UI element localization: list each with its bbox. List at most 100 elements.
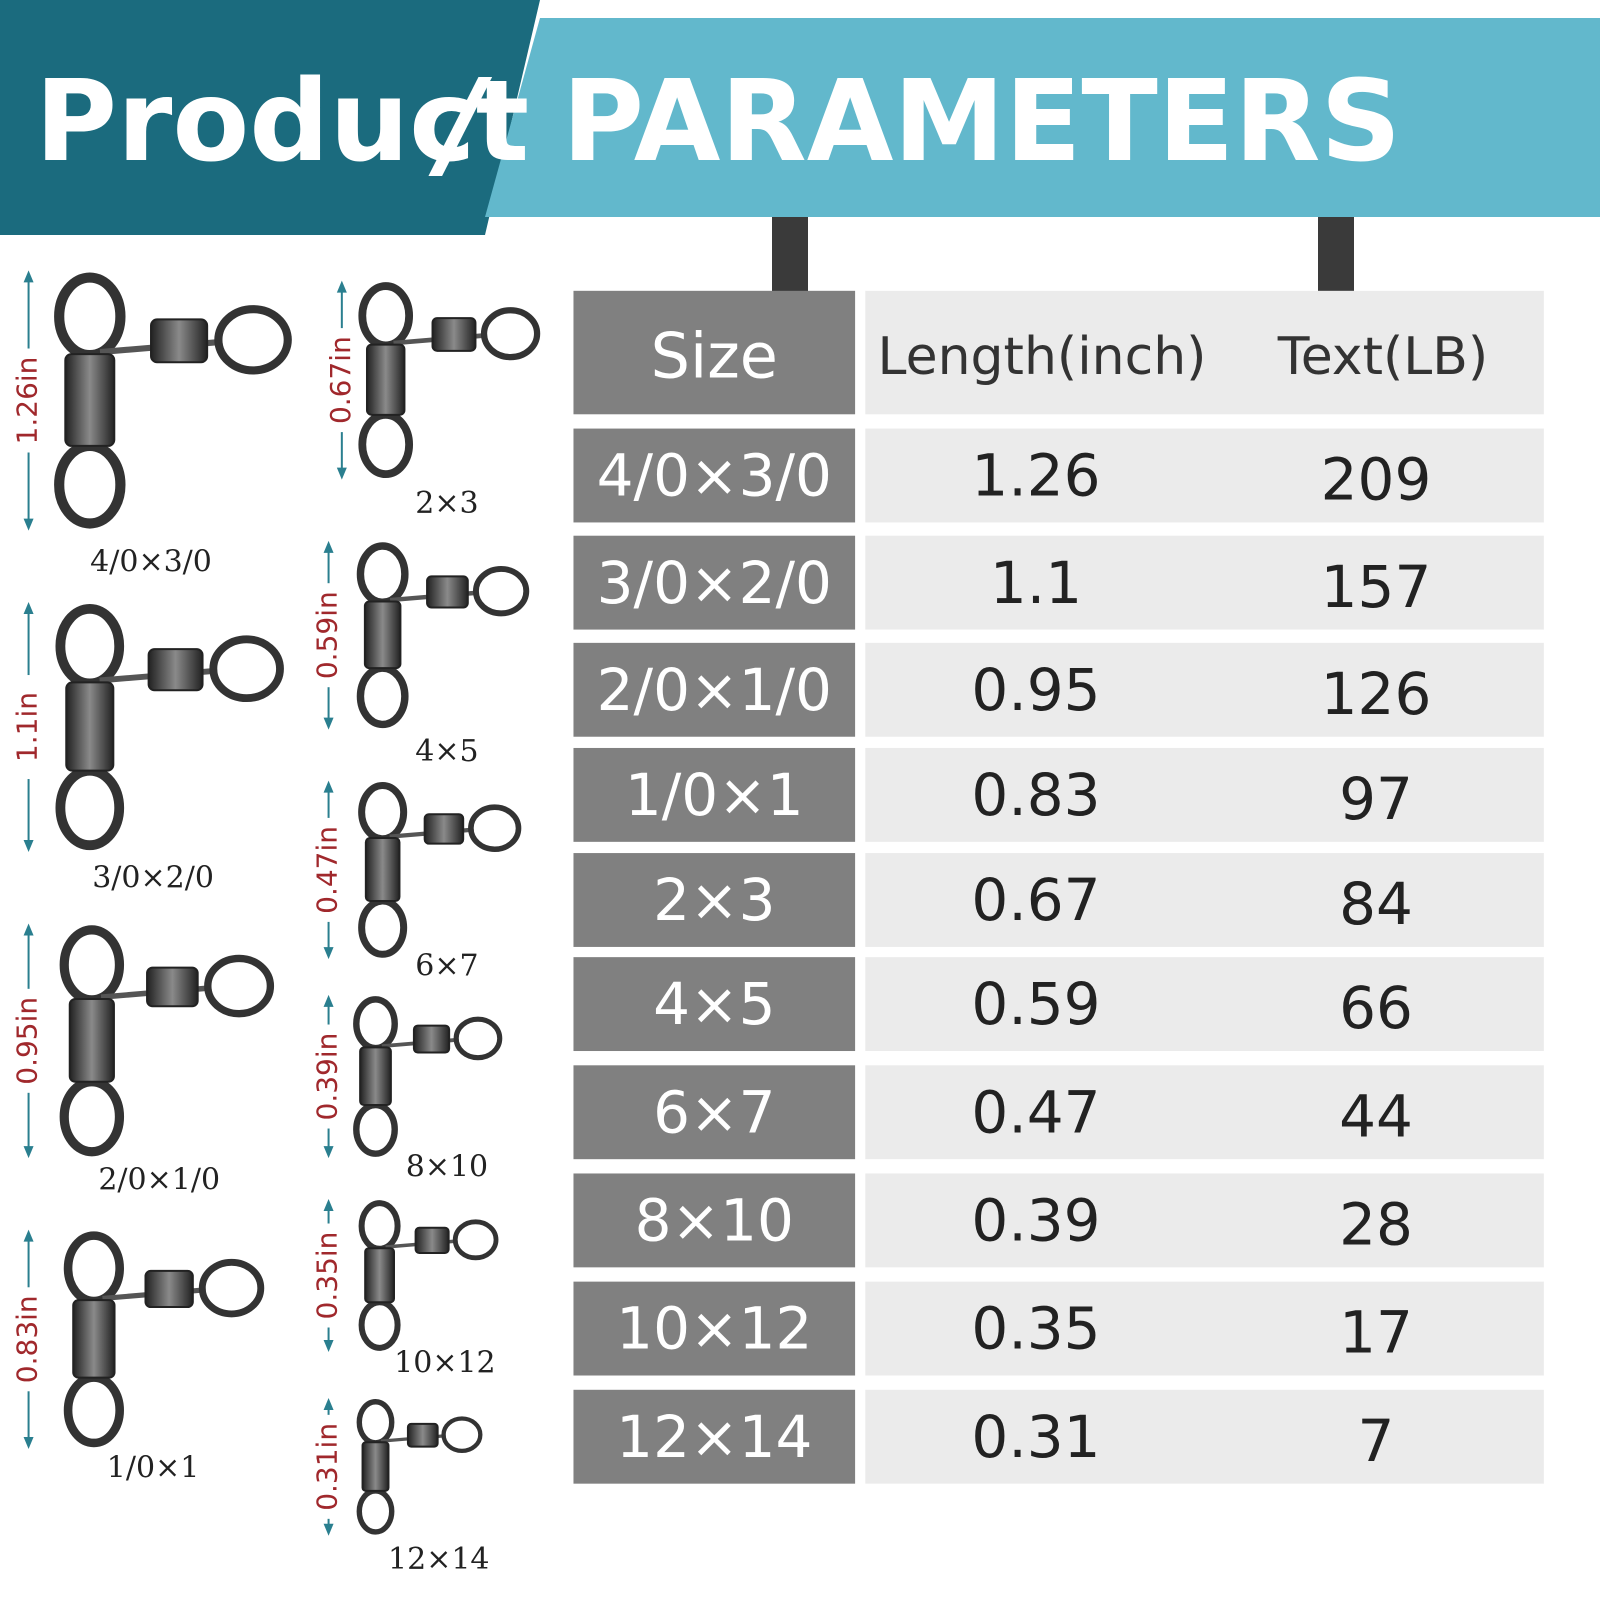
row-cell — [865, 642, 1544, 737]
swivel: 0.35in 10×12 — [311, 1198, 499, 1380]
arrow-head — [336, 467, 347, 480]
barrel — [412, 1024, 451, 1054]
length-cell: 0.83 — [971, 761, 1100, 829]
size-cell: 1/0×1 — [625, 761, 804, 829]
row-cell — [573, 642, 856, 737]
strength-cell: 97 — [1339, 765, 1413, 833]
length-label: 0.47in — [311, 826, 344, 914]
ring — [214, 305, 292, 375]
barrel — [361, 1441, 390, 1492]
strength-cell: 66 — [1339, 974, 1413, 1042]
length-cell: 0.39 — [971, 1187, 1100, 1255]
ring — [198, 1258, 265, 1318]
header-cell — [865, 290, 1544, 415]
ring — [63, 1373, 124, 1448]
swivel: 0.95in 2/0×1/0 — [11, 923, 275, 1198]
row-cell — [573, 1173, 856, 1268]
length-cell: 0.47 — [971, 1078, 1100, 1146]
swivels: 1.26in4/0×3/01.1in3/0×2/00.95in2/0×1/00.… — [11, 270, 541, 1577]
size-cell: 12×14 — [616, 1403, 812, 1471]
barrel — [364, 837, 401, 903]
label-bg — [14, 675, 43, 780]
size-label: 8×10 — [406, 1149, 488, 1184]
barrel — [365, 343, 406, 416]
ring — [209, 635, 284, 703]
arrow-head — [23, 840, 34, 853]
size-label: 1/0×1 — [107, 1450, 200, 1485]
ring — [441, 1416, 483, 1454]
ring — [55, 765, 125, 851]
barrel — [68, 997, 115, 1083]
length-label: 0.95in — [11, 997, 44, 1085]
row-cell — [865, 428, 1544, 523]
length-label: 0.31in — [311, 1423, 344, 1511]
ring — [356, 664, 409, 729]
size-cell: 3/0×2/0 — [597, 549, 832, 617]
arrow-head — [23, 1229, 34, 1242]
size-label: 12×14 — [388, 1542, 489, 1577]
size-cell: 2/0×1/0 — [597, 656, 832, 724]
size-cell: 4×5 — [653, 970, 775, 1038]
size-cell: 4/0×3/0 — [597, 442, 832, 510]
row-cell — [865, 1281, 1544, 1376]
ring — [356, 542, 409, 606]
barrel — [406, 1422, 439, 1448]
ring — [468, 804, 522, 853]
ring — [204, 954, 275, 1018]
length-label: 0.35in — [311, 1232, 344, 1320]
row-cell — [573, 428, 856, 523]
row-cell — [865, 1173, 1544, 1268]
row-cell — [865, 853, 1544, 947]
strength-cell: 7 — [1358, 1407, 1395, 1475]
arrow-head — [23, 518, 34, 531]
ring — [453, 1016, 503, 1061]
ring — [63, 1231, 124, 1306]
size-cell: 8×10 — [635, 1187, 794, 1255]
arrow-head — [23, 1146, 34, 1159]
barrel — [147, 648, 204, 692]
row-cell — [865, 535, 1544, 630]
ring — [356, 1488, 395, 1535]
barrel — [146, 966, 199, 1008]
ring — [358, 782, 408, 843]
arrow-head — [323, 1397, 334, 1410]
header-subtitle: PARAMETERS — [562, 57, 1401, 187]
length-label: 0.59in — [311, 591, 344, 679]
length-label: 0.39in — [311, 1033, 344, 1121]
arrow-head — [336, 280, 347, 293]
label-bg — [314, 817, 343, 922]
label-bg — [327, 328, 356, 433]
column-header: Length(inch) — [878, 327, 1207, 387]
row-cell — [865, 747, 1544, 842]
ring — [55, 604, 125, 689]
row-cell — [573, 1389, 856, 1484]
barrel — [65, 681, 115, 772]
row-cell — [573, 535, 856, 630]
post — [1318, 217, 1354, 291]
length-cell: 0.31 — [971, 1403, 1100, 1471]
size-cell: 10×12 — [616, 1295, 812, 1363]
arrow-head — [323, 780, 334, 793]
barrel — [431, 317, 477, 352]
strength-cell: 28 — [1339, 1191, 1413, 1259]
swivel: 0.47in 6×7 — [311, 780, 522, 983]
swivel: 1.26in 4/0×3/0 — [11, 270, 292, 579]
size-label: 2/0×1/0 — [98, 1163, 220, 1198]
table: Size Length(inch) Text(LB) 4/0×3/0 1.26 209 3/… — [573, 290, 1544, 1484]
row-cell — [865, 1065, 1544, 1160]
header-cell — [573, 290, 856, 415]
arrow-head — [323, 717, 334, 730]
label-bg — [14, 1287, 43, 1392]
length-cell: 1.1 — [990, 549, 1082, 617]
column-header: Text(LB) — [1277, 327, 1488, 387]
row-cell — [573, 957, 856, 1052]
ring — [358, 410, 414, 479]
length-cell: 0.59 — [971, 970, 1100, 1038]
length-label: 1.26in — [11, 357, 44, 445]
length-cell: 1.26 — [971, 442, 1100, 510]
barrel — [426, 575, 469, 609]
ring — [480, 307, 541, 361]
swivel: 0.67in 2×3 — [324, 280, 541, 521]
length-label: 0.67in — [324, 336, 357, 424]
